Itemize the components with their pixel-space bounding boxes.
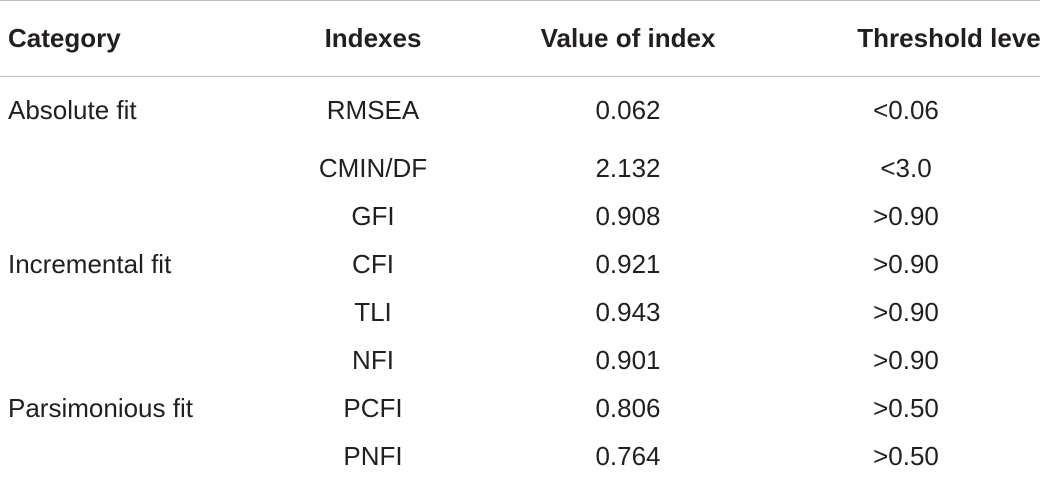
value-cell: 0.921	[595, 249, 661, 279]
threshold-cell: <0.06	[873, 95, 939, 126]
header-threshold-level: Threshold level	[758, 0, 1040, 77]
category-cell	[0, 433, 248, 481]
index-cell: NFI	[352, 345, 394, 375]
table-row: Absolute fit RMSEA 0.062 <0.06	[0, 77, 1040, 145]
threshold-cell: >0.50	[873, 441, 939, 471]
header-row: Category Indexes Value of index Threshol…	[0, 0, 1040, 77]
threshold-cell: >0.90	[873, 201, 939, 231]
category-cell: Incremental fit	[8, 249, 172, 279]
table-row: NFI 0.901 >0.90	[0, 337, 1040, 385]
value-cell: 2.132	[595, 153, 661, 183]
threshold-cell: >0.90	[873, 345, 939, 375]
header-value-of-index: Value of index	[498, 0, 758, 77]
value-cell: 0.943	[595, 297, 661, 327]
category-cell	[0, 145, 248, 193]
threshold-cell: >0.90	[873, 297, 939, 327]
threshold-cell: <3.0	[880, 153, 932, 183]
table-header: Category Indexes Value of index Threshol…	[0, 0, 1040, 77]
value-cell: 0.806	[595, 393, 661, 423]
category-cell	[0, 337, 248, 385]
value-cell: 0.764	[595, 441, 661, 471]
table-row: PNFI 0.764 >0.50	[0, 433, 1040, 481]
index-cell: TLI	[354, 297, 392, 327]
value-cell: 0.908	[595, 201, 661, 231]
category-cell	[0, 193, 248, 241]
index-cell: GFI	[351, 201, 395, 231]
threshold-cell: >0.50	[873, 393, 939, 423]
header-indexes: Indexes	[248, 0, 498, 77]
table-row: TLI 0.943 >0.90	[0, 289, 1040, 337]
table-row: GFI 0.908 >0.90	[0, 193, 1040, 241]
category-cell	[0, 289, 248, 337]
index-cell: CFI	[352, 249, 394, 279]
index-cell: CMIN/DF	[318, 153, 428, 183]
table-body: Absolute fit RMSEA 0.062 <0.06 CMIN/DF 2…	[0, 77, 1040, 481]
value-cell: 0.062	[595, 95, 661, 126]
category-cell: Parsimonious fit	[8, 393, 193, 423]
table-row: Incremental fit CFI 0.921 >0.90	[0, 241, 1040, 289]
table-row: CMIN/DF 2.132 <3.0	[0, 145, 1040, 193]
index-cell: RMSEA	[326, 95, 420, 126]
index-cell: PCFI	[343, 393, 403, 423]
threshold-cell: >0.90	[873, 249, 939, 279]
fit-indices-table-container: Category Indexes Value of index Threshol…	[0, 0, 1040, 471]
category-cell: Absolute fit	[8, 95, 137, 126]
index-cell: PNFI	[343, 441, 403, 471]
header-category: Category	[0, 0, 248, 77]
value-cell: 0.901	[595, 345, 661, 375]
table-row: Parsimonious fit PCFI 0.806 >0.50	[0, 385, 1040, 433]
